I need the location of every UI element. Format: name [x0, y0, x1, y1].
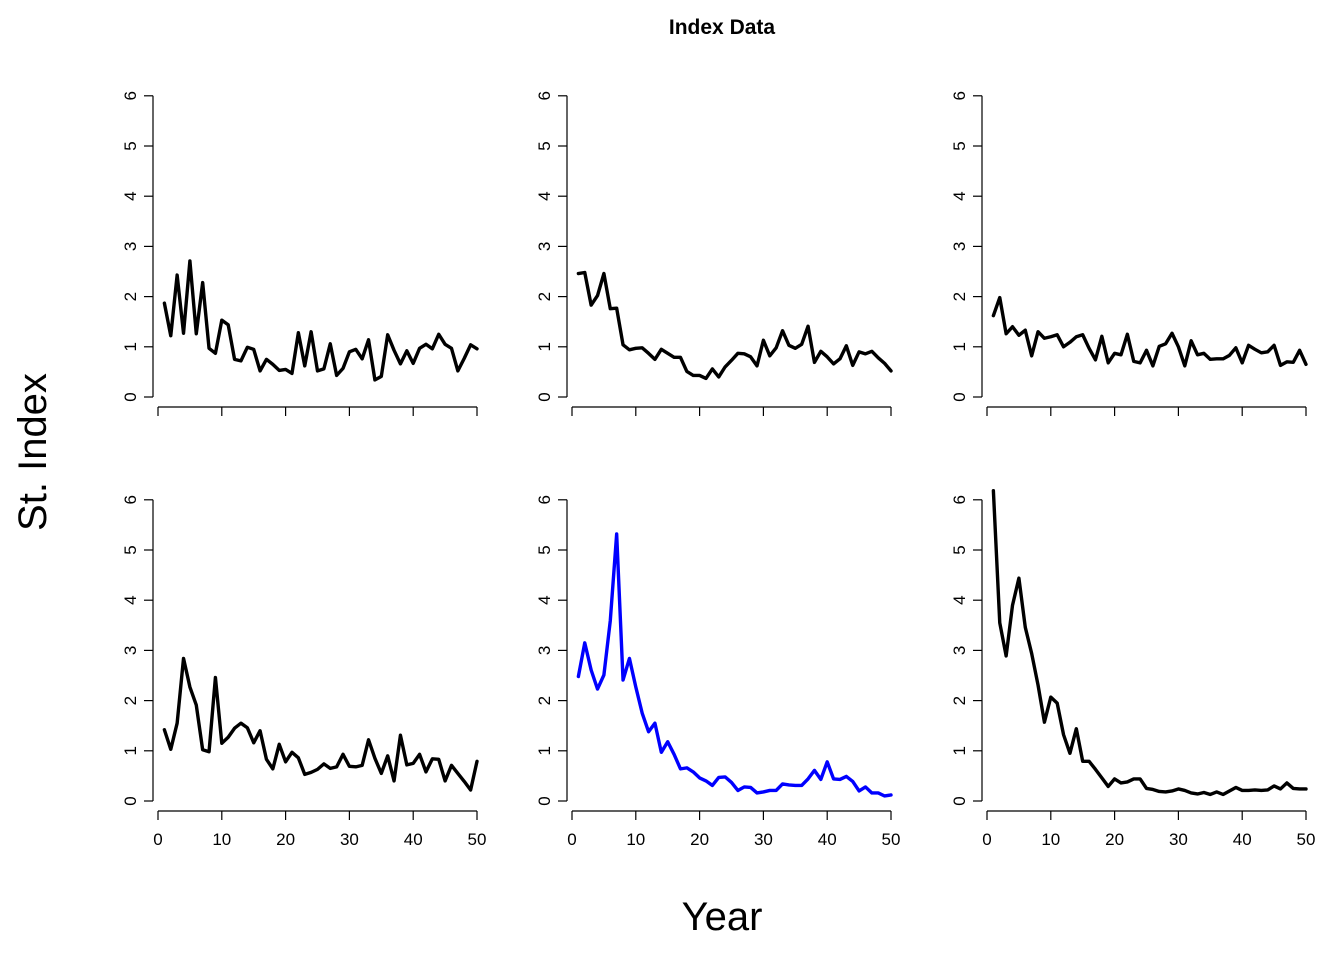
x-tick-label: 30: [340, 830, 359, 849]
y-tick-label: 5: [121, 545, 140, 554]
y-tick-label: 5: [950, 141, 969, 150]
series-line: [576, 532, 893, 798]
y-tick-label: 3: [535, 646, 554, 655]
x-tick-label: 50: [1297, 830, 1316, 849]
y-tick-label: 0: [535, 392, 554, 401]
y-tick-label: 4: [950, 595, 969, 604]
y-tick-label: 2: [535, 696, 554, 705]
x-tick-label: 20: [690, 830, 709, 849]
y-tick-label: 6: [121, 91, 140, 100]
panel-2: 0 1 2 3 4 5 6: [535, 91, 893, 416]
x-tick-label: 0: [982, 830, 991, 849]
y-tick-label: 2: [535, 292, 554, 301]
x-tick-label: 50: [468, 830, 487, 849]
series-line: [162, 259, 479, 382]
x-tick-label: 10: [1041, 830, 1060, 849]
x-tick-label: 50: [882, 830, 901, 849]
y-tick-label: 4: [121, 191, 140, 200]
y-tick-label: 4: [121, 595, 140, 604]
x-tick-label: 0: [567, 830, 576, 849]
y-tick-label: 0: [535, 796, 554, 805]
x-tick-label: 0: [153, 830, 162, 849]
y-tick-label: 1: [121, 746, 140, 755]
y-tick-label: 5: [121, 141, 140, 150]
series-line: [576, 270, 893, 381]
y-tick-label: 3: [950, 242, 969, 251]
y-tick-label: 2: [950, 696, 969, 705]
x-tick-label: 20: [1105, 830, 1124, 849]
panel-6: 0 1 2 3 4 5 6 0 10 20 30 40 50: [950, 489, 1316, 849]
series-line: [991, 489, 1308, 797]
chart-title: Index Data: [669, 16, 776, 39]
y-tick-label: 6: [950, 91, 969, 100]
x-tick-label: 30: [1169, 830, 1188, 849]
panel-1: 0 1 2 3 4 5 6: [121, 91, 479, 416]
y-tick-label: 1: [950, 342, 969, 351]
y-tick-label: 3: [121, 242, 140, 251]
y-tick-label: 5: [950, 545, 969, 554]
y-tick-label: 1: [535, 342, 554, 351]
x-tick-label: 30: [754, 830, 773, 849]
y-tick-label: 1: [950, 746, 969, 755]
panel-4: 0 1 2 3 4 5 6 0 10 20 30 40 50: [121, 495, 486, 849]
y-tick-label: 5: [535, 141, 554, 150]
y-tick-label: 2: [121, 292, 140, 301]
y-tick-label: 0: [121, 796, 140, 805]
x-tick-label: 40: [404, 830, 423, 849]
y-tick-label: 6: [121, 495, 140, 504]
y-tick-label: 1: [535, 746, 554, 755]
y-tick-label: 4: [535, 191, 554, 200]
y-tick-label: 6: [535, 91, 554, 100]
y-tick-label: 3: [950, 646, 969, 655]
x-axis-title: Year: [682, 895, 763, 939]
x-tick-label: 40: [1233, 830, 1252, 849]
x-tick-label: 40: [818, 830, 837, 849]
y-tick-label: 0: [950, 796, 969, 805]
y-axis-title: St. Index: [11, 373, 55, 531]
y-tick-label: 5: [535, 545, 554, 554]
x-tick-label: 20: [276, 830, 295, 849]
y-tick-label: 0: [121, 392, 140, 401]
y-tick-label: 4: [950, 191, 969, 200]
y-tick-label: 2: [950, 292, 969, 301]
panel-3: 0 1 2 3 4 5 6: [950, 91, 1308, 416]
y-tick-label: 0: [950, 392, 969, 401]
y-tick-label: 2: [121, 696, 140, 705]
x-tick-label: 10: [626, 830, 645, 849]
y-tick-label: 3: [121, 646, 140, 655]
y-tick-label: 1: [121, 342, 140, 351]
panel-5: 0 1 2 3 4 5 6 0 10 20 30 40 50: [535, 495, 900, 849]
series-line: [162, 656, 479, 792]
y-tick-label: 4: [535, 595, 554, 604]
x-tick-label: 10: [212, 830, 231, 849]
y-tick-label: 6: [535, 495, 554, 504]
y-tick-label: 6: [950, 495, 969, 504]
series-line: [991, 295, 1308, 368]
y-tick-label: 3: [535, 242, 554, 251]
